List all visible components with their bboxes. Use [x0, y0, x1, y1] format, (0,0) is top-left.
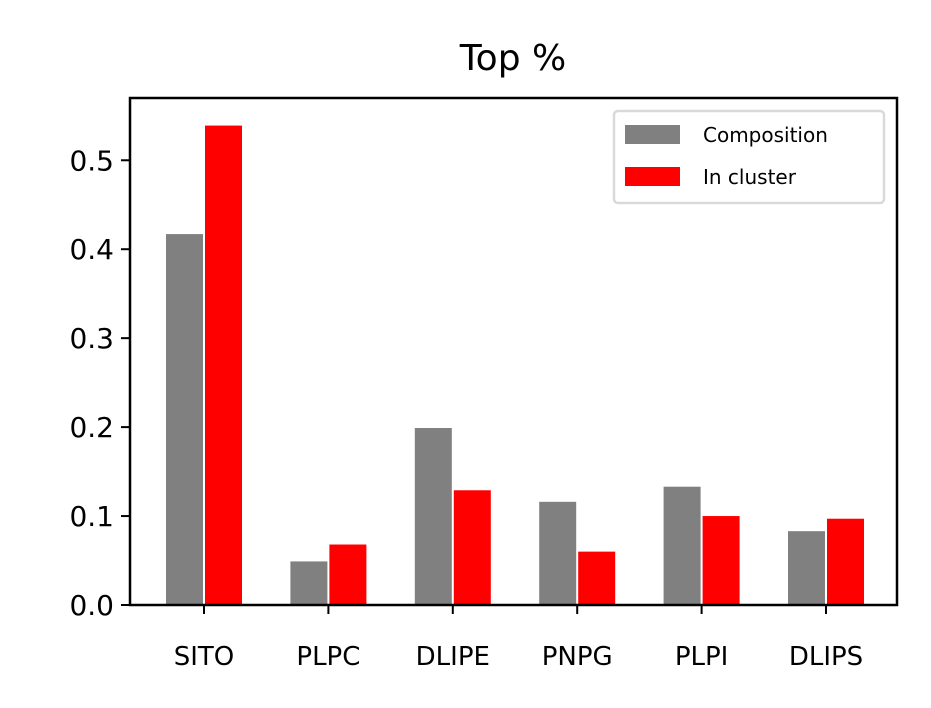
bar-in-cluster-sito — [205, 125, 242, 606]
x-tick-label: PLPC — [296, 642, 360, 672]
axes-layer: SITO PLPC DLIPE PNPG PLPI DLIPS 0.0 0.1 0.2 0.3 0.… — [69, 144, 863, 672]
chart-title: Top % — [459, 38, 566, 79]
y-tick-label: 0.0 — [69, 589, 114, 622]
legend-label-composition: Composition — [703, 123, 828, 147]
bar-composition-plpi — [663, 486, 701, 605]
bar-in-cluster-plpc — [329, 544, 367, 605]
bar-composition-dlipe — [414, 427, 452, 605]
y-tick-label: 0.4 — [69, 233, 114, 266]
x-tick-label: SITO — [174, 642, 235, 672]
x-tick-label: PLPI — [675, 642, 729, 672]
legend: Composition In cluster — [612, 109, 886, 205]
y-tick-label: 0.3 — [69, 322, 114, 355]
bar-composition-dlips — [788, 531, 825, 605]
legend-label-in-cluster: In cluster — [703, 165, 797, 189]
bar-in-cluster-plpi — [702, 516, 740, 605]
bar-composition-plpc — [290, 561, 328, 605]
x-tick-label: PNPG — [542, 642, 613, 672]
bars-layer — [166, 125, 864, 606]
bar-in-cluster-dlipe — [453, 490, 491, 605]
legend-box — [612, 109, 886, 205]
bar-composition-pnpg — [539, 501, 577, 605]
bar-in-cluster-pnpg — [578, 551, 616, 605]
y-tick-label: 0.1 — [69, 500, 114, 533]
y-tick-label: 0.2 — [69, 411, 114, 444]
x-tick-label: DLIPS — [789, 642, 863, 672]
bar-composition-sito — [166, 234, 203, 605]
x-tick-label: DLIPE — [416, 642, 490, 672]
bar-in-cluster-dlips — [827, 518, 864, 605]
legend-swatch-in-cluster — [625, 167, 680, 186]
y-tick-label: 0.5 — [69, 144, 114, 177]
plot-frame — [128, 96, 899, 607]
legend-swatch-composition — [625, 125, 680, 144]
